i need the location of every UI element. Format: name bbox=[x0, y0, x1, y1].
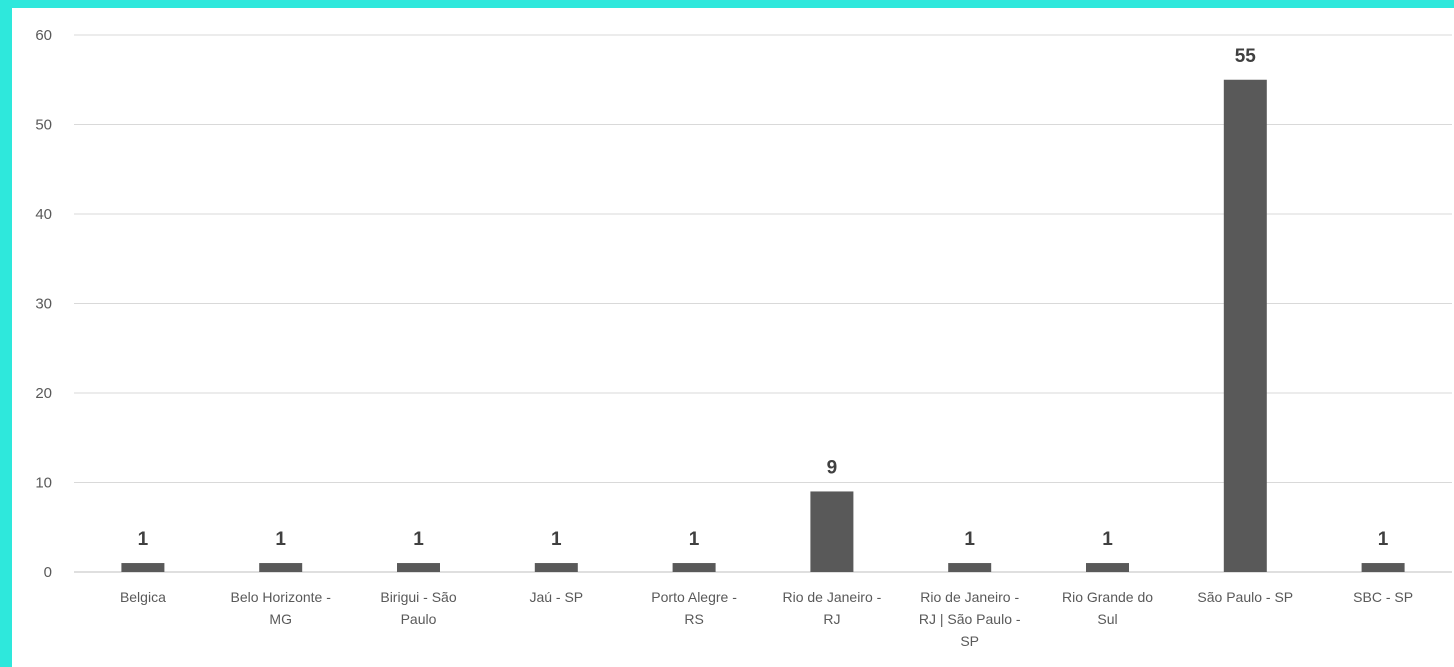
y-tick-label: 60 bbox=[35, 27, 52, 44]
data-label: 1 bbox=[138, 529, 149, 550]
data-label: 1 bbox=[551, 529, 562, 550]
bar bbox=[259, 563, 302, 572]
x-tick-label: Belgica bbox=[120, 589, 166, 605]
bar-chart: 0 10 20 30 40 50 60 1 1 1 1 1 9 1 1 55 1 Belgica Belo Ho… bbox=[12, 8, 1454, 667]
x-tick-label: RJ bbox=[823, 611, 840, 627]
bar bbox=[1224, 80, 1267, 572]
x-axis-tick-labels: Belgica Belo Horizonte - MG Birigui - São Pa… bbox=[120, 589, 1413, 649]
bar bbox=[397, 563, 440, 572]
bar bbox=[673, 563, 716, 572]
bars bbox=[121, 80, 1404, 572]
y-tick-label: 30 bbox=[35, 296, 52, 313]
y-tick-label: 50 bbox=[35, 117, 52, 134]
y-tick-label: 10 bbox=[35, 475, 52, 492]
x-tick-label: Rio de Janeiro - bbox=[782, 589, 881, 605]
bar bbox=[121, 563, 164, 572]
bar bbox=[810, 491, 853, 572]
x-tick-label: RS bbox=[684, 611, 703, 627]
data-label: 1 bbox=[964, 529, 975, 550]
x-tick-label: Sul bbox=[1097, 611, 1117, 627]
x-tick-label: Jaú - SP bbox=[529, 589, 583, 605]
data-label: 1 bbox=[1102, 529, 1113, 550]
y-tick-label: 20 bbox=[35, 385, 52, 402]
data-label: 1 bbox=[1378, 529, 1389, 550]
data-label: 1 bbox=[413, 529, 424, 550]
bar bbox=[1362, 563, 1405, 572]
x-tick-label: Porto Alegre - bbox=[651, 589, 737, 605]
x-tick-label: Rio de Janeiro - bbox=[920, 589, 1019, 605]
x-tick-label: Rio Grande do bbox=[1062, 589, 1153, 605]
x-tick-label: RJ | São Paulo - bbox=[919, 611, 1021, 627]
x-tick-label: SBC - SP bbox=[1353, 589, 1413, 605]
bar bbox=[948, 563, 991, 572]
x-tick-label: MG bbox=[269, 611, 292, 627]
data-labels: 1 1 1 1 1 9 1 1 55 1 bbox=[138, 46, 1389, 550]
x-tick-label: São Paulo - SP bbox=[1197, 589, 1293, 605]
x-tick-label: Birigui - São bbox=[380, 589, 456, 605]
x-tick-label: Paulo bbox=[401, 611, 437, 627]
chart-area: 0 10 20 30 40 50 60 1 1 1 1 1 9 1 1 55 1 Belgica Belo Ho… bbox=[12, 8, 1454, 667]
data-label: 9 bbox=[827, 457, 838, 478]
y-axis-tick-labels: 0 10 20 30 40 50 60 bbox=[35, 27, 52, 581]
x-tick-label: SP bbox=[960, 633, 979, 649]
data-label: 1 bbox=[275, 529, 286, 550]
y-tick-label: 40 bbox=[35, 206, 52, 223]
bar bbox=[1086, 563, 1129, 572]
data-label: 55 bbox=[1235, 46, 1257, 67]
bar bbox=[535, 563, 578, 572]
data-label: 1 bbox=[689, 529, 700, 550]
x-tick-label: Belo Horizonte - bbox=[231, 589, 332, 605]
y-tick-label: 0 bbox=[44, 564, 52, 581]
